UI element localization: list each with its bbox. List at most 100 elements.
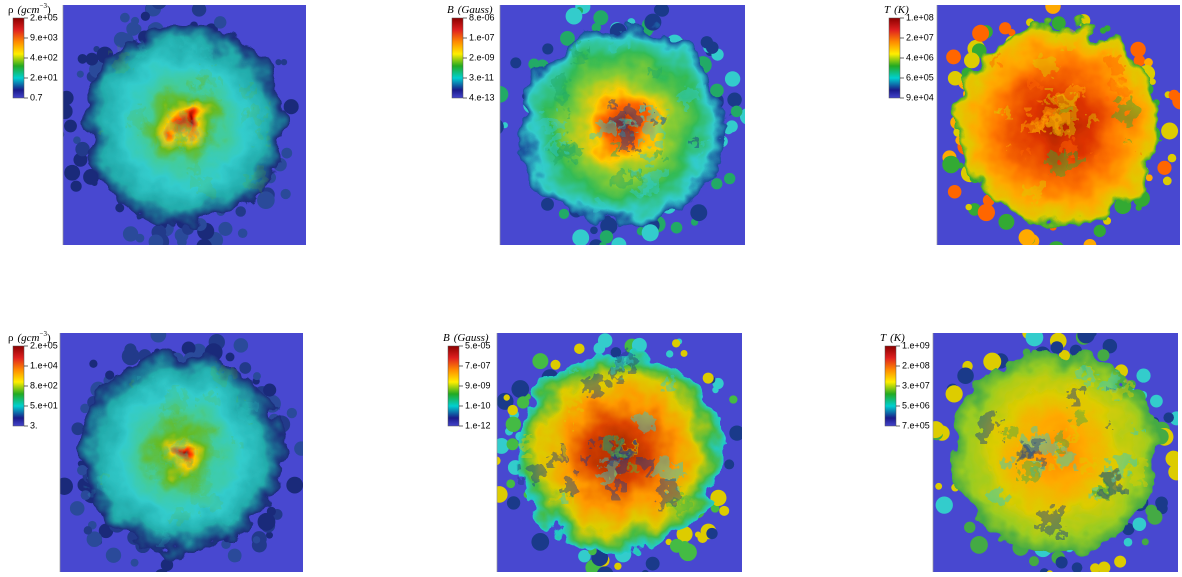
panel: ρ (gcm−3)2.e+05 1.e+04 8.e+02 5.e+01 3.	[8, 330, 303, 572]
map-blob	[729, 395, 738, 404]
quantity: ρ	[8, 332, 14, 344]
map-blob	[1029, 556, 1040, 567]
map-texture	[146, 415, 158, 428]
colorbar-tick-label: 1.e+08	[906, 12, 934, 22]
map-blob	[999, 22, 1012, 35]
map-texture	[1020, 149, 1030, 160]
map-texture	[234, 109, 254, 128]
map-texture	[213, 500, 235, 522]
quantity: T	[884, 4, 891, 16]
map-blob	[257, 191, 275, 210]
quantity: T	[880, 332, 887, 344]
map-texture	[125, 378, 135, 389]
map-blob	[64, 119, 77, 133]
map-blob	[970, 536, 988, 554]
quantity: ρ	[8, 4, 14, 16]
map-blob	[942, 155, 960, 174]
map-blob	[1099, 27, 1107, 34]
map-blob	[71, 422, 85, 436]
map-texture	[209, 158, 222, 171]
map-blob	[671, 339, 681, 348]
map-blob	[80, 403, 90, 414]
map-texture	[195, 490, 220, 514]
map-texture	[1057, 528, 1068, 538]
map-texture	[1073, 85, 1084, 96]
map-image	[937, 5, 1180, 245]
map-texture	[661, 376, 675, 389]
map-texture	[1077, 400, 1097, 420]
map-blob	[154, 348, 161, 355]
map-texture	[1016, 446, 1034, 463]
map-blob	[1157, 160, 1172, 175]
unit: (gcm	[18, 332, 40, 344]
map-blob	[1136, 368, 1151, 383]
map-blob	[597, 333, 613, 348]
map-blob	[1044, 573, 1056, 577]
map-blob	[196, 238, 212, 245]
colorbar	[12, 345, 25, 427]
map-texture	[1127, 461, 1148, 483]
map-texture	[145, 139, 154, 148]
map-blob	[933, 421, 945, 439]
panel: T (K)1.e+09 2.e+08 3.e+07 5.e+06 7.e+05	[880, 332, 1178, 577]
map-blob	[599, 241, 607, 245]
colorbar-title: T (K)	[884, 4, 909, 16]
map-blob	[1055, 556, 1068, 569]
map-texture	[611, 454, 629, 472]
map-texture	[1106, 53, 1125, 72]
map-texture	[1043, 90, 1056, 103]
map-texture	[1038, 509, 1063, 533]
colorbar-tick-label: 6.e+05	[906, 72, 934, 82]
map-texture	[1058, 31, 1074, 48]
quantity: B	[443, 332, 450, 344]
map-blob	[627, 18, 636, 27]
map-blob	[124, 343, 137, 356]
map-blob	[64, 164, 81, 181]
map-texture	[625, 106, 643, 124]
colorbar-tick-label: 5.e+01	[30, 400, 58, 410]
map-texture	[1033, 189, 1042, 198]
map-blob	[1018, 229, 1036, 245]
map-texture	[652, 151, 666, 165]
map-blob	[565, 7, 583, 25]
map-blob	[506, 496, 521, 510]
map-texture	[1022, 127, 1031, 136]
panel: ρ (gcm−3)2.e+05 9.e+03 4.e+02 2.e+01 0.7	[8, 2, 306, 245]
map-texture	[165, 87, 172, 94]
colorbar-tick-label: 7.e-07	[465, 360, 491, 370]
panel: T (K)1.e+08 2.e+07 4.e+06 6.e+05 9.e+04	[884, 4, 1180, 245]
map-texture	[1074, 368, 1092, 387]
map-texture	[99, 474, 109, 484]
map-texture	[606, 438, 627, 459]
map-texture	[174, 443, 188, 457]
map-blob	[597, 566, 614, 572]
map-texture	[1112, 383, 1131, 402]
map-blob	[712, 377, 724, 390]
map-blob	[1167, 153, 1177, 163]
map-blob	[694, 531, 702, 538]
map-blob	[706, 527, 718, 540]
map-blob	[286, 476, 303, 494]
map-texture	[112, 48, 133, 70]
map-blob	[177, 237, 187, 245]
map-texture	[558, 473, 579, 494]
map-blob	[729, 425, 742, 441]
map-blob	[572, 229, 590, 245]
colorbar-tick-label: 2.e+07	[906, 32, 934, 42]
map-texture	[1113, 99, 1137, 124]
map-blob	[542, 43, 554, 55]
map-texture	[628, 121, 638, 132]
map-blob	[725, 120, 738, 133]
map-texture	[1105, 421, 1113, 429]
map-blob	[1046, 570, 1053, 572]
map-blob	[191, 5, 207, 17]
colorbar-tick-label: 0.7	[30, 92, 43, 102]
map-texture	[194, 429, 218, 453]
colorbar-tick-label: 1.e-12	[465, 420, 491, 430]
map-texture	[1057, 448, 1076, 468]
map-blob	[497, 438, 510, 454]
map-blob	[120, 12, 130, 23]
map-blob	[1077, 14, 1091, 28]
map-blob	[666, 350, 674, 358]
